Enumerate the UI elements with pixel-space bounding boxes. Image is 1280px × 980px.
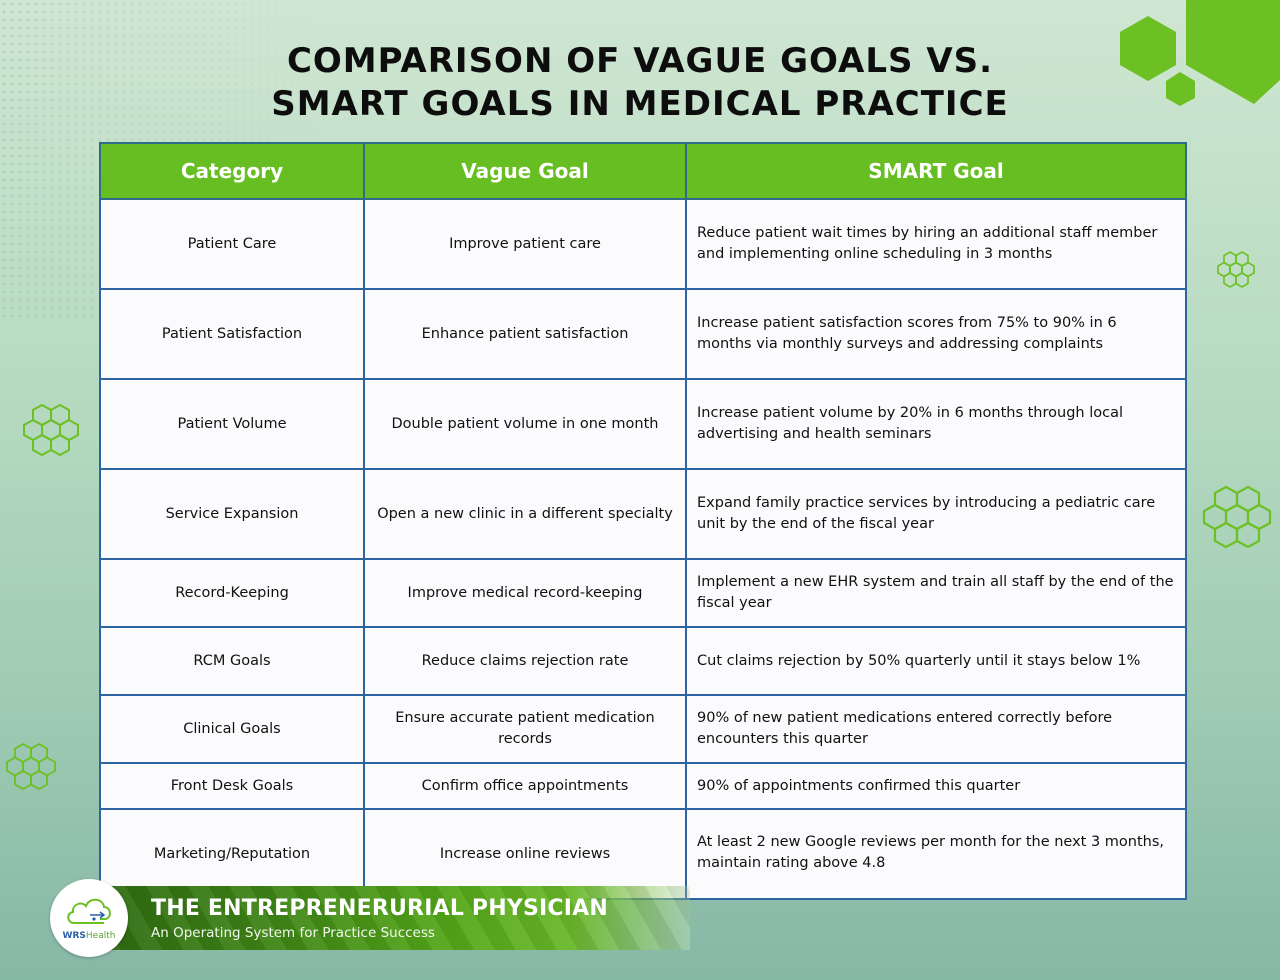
table-header-row: Category Vague Goal SMART Goal bbox=[99, 142, 1187, 200]
wrshealth-logo: WRSHealth bbox=[50, 879, 128, 957]
vague-goal-cell: Increase online reviews bbox=[363, 808, 687, 900]
title-line-1: COMPARISON OF VAGUE GOALS VS. bbox=[286, 41, 994, 81]
smart-goal-cell: Expand family practice services by intro… bbox=[685, 468, 1187, 560]
smart-goal-cell: Increase patient volume by 20% in 6 mont… bbox=[685, 378, 1187, 470]
logo-health: Health bbox=[85, 931, 116, 941]
comparison-table: Category Vague Goal SMART Goal Patient C… bbox=[99, 142, 1187, 900]
logo-text: WRSHealth bbox=[50, 931, 128, 941]
banner-subtitle: An Operating System for Practice Success bbox=[151, 925, 435, 941]
vague-goal-cell: Ensure accurate patient medication recor… bbox=[363, 694, 687, 764]
table-row: Front Desk Goals Confirm office appointm… bbox=[99, 762, 1187, 810]
vague-goal-cell: Enhance patient satisfaction bbox=[363, 288, 687, 380]
honeycomb-icon bbox=[1217, 251, 1255, 288]
cloud-icon bbox=[67, 898, 111, 924]
smart-goal-cell: 90% of appointments confirmed this quart… bbox=[685, 762, 1187, 810]
category-cell: Front Desk Goals bbox=[99, 762, 365, 810]
category-cell: Service Expansion bbox=[99, 468, 365, 560]
category-cell: Patient Volume bbox=[99, 378, 365, 470]
smart-goal-cell: Implement a new EHR system and train all… bbox=[685, 558, 1187, 628]
page-title: COMPARISON OF VAGUE GOALS VS. SMART GOAL… bbox=[0, 40, 1280, 126]
header-vague-goal: Vague Goal bbox=[363, 142, 687, 200]
footer-banner: THE ENTREPRENERURIAL PHYSICIAN An Operat… bbox=[100, 886, 690, 950]
hexagon-cluster-icon bbox=[1120, 0, 1280, 106]
table-row: Patient Volume Double patient volume in … bbox=[99, 378, 1187, 470]
hexagon-icon bbox=[1166, 72, 1195, 106]
smart-goal-cell: Cut claims rejection by 50% quarterly un… bbox=[685, 626, 1187, 696]
category-cell: RCM Goals bbox=[99, 626, 365, 696]
banner-title: THE ENTREPRENERURIAL PHYSICIAN bbox=[151, 896, 608, 921]
table-row: Patient Care Improve patient care Reduce… bbox=[99, 198, 1187, 290]
hexagon-icon bbox=[1186, 0, 1280, 104]
vague-goal-cell: Reduce claims rejection rate bbox=[363, 626, 687, 696]
banner-pattern bbox=[100, 886, 690, 950]
table-row: RCM Goals Reduce claims rejection rate C… bbox=[99, 626, 1187, 696]
smart-goal-cell: 90% of new patient medications entered c… bbox=[685, 694, 1187, 764]
category-cell: Patient Satisfaction bbox=[99, 288, 365, 380]
table-row: Service Expansion Open a new clinic in a… bbox=[99, 468, 1187, 560]
smart-goal-cell: At least 2 new Google reviews per month … bbox=[685, 808, 1187, 900]
category-cell: Clinical Goals bbox=[99, 694, 365, 764]
smart-goal-cell: Reduce patient wait times by hiring an a… bbox=[685, 198, 1187, 290]
vague-goal-cell: Improve medical record-keeping bbox=[363, 558, 687, 628]
title-line-2: SMART GOALS IN MEDICAL PRACTICE bbox=[271, 84, 1009, 124]
honeycomb-icon bbox=[23, 403, 79, 457]
table-row: Record-Keeping Improve medical record-ke… bbox=[99, 558, 1187, 628]
category-cell: Record-Keeping bbox=[99, 558, 365, 628]
vague-goal-cell: Confirm office appointments bbox=[363, 762, 687, 810]
header-smart-goal: SMART Goal bbox=[685, 142, 1187, 200]
vague-goal-cell: Improve patient care bbox=[363, 198, 687, 290]
hexagon-icon bbox=[1120, 16, 1176, 81]
vague-goal-cell: Double patient volume in one month bbox=[363, 378, 687, 470]
honeycomb-icon bbox=[1202, 485, 1272, 549]
vague-goal-cell: Open a new clinic in a different special… bbox=[363, 468, 687, 560]
honeycomb-icon bbox=[6, 742, 56, 791]
table-row: Clinical Goals Ensure accurate patient m… bbox=[99, 694, 1187, 764]
logo-wrs: WRS bbox=[62, 931, 86, 941]
smart-goal-cell: Increase patient satisfaction scores fro… bbox=[685, 288, 1187, 380]
header-category: Category bbox=[99, 142, 365, 200]
table-row: Marketing/Reputation Increase online rev… bbox=[99, 808, 1187, 900]
category-cell: Patient Care bbox=[99, 198, 365, 290]
table-row: Patient Satisfaction Enhance patient sat… bbox=[99, 288, 1187, 380]
